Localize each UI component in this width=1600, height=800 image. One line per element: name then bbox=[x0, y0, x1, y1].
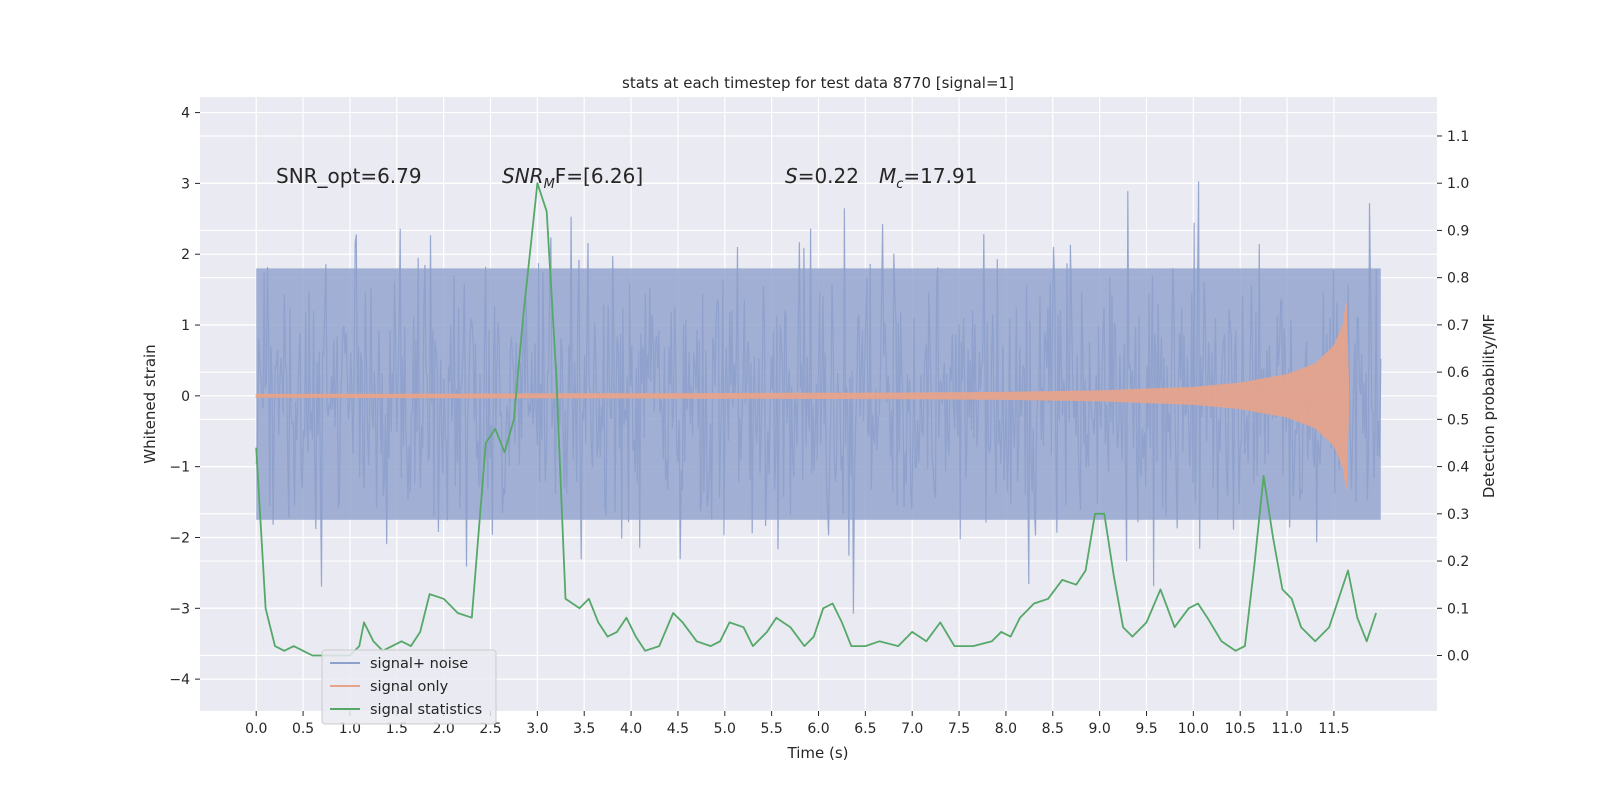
y-tick-label: −2 bbox=[169, 530, 190, 546]
x-tick-label: 8.5 bbox=[1042, 721, 1064, 737]
x-axis-ticks: 0.0 0.5 1.0 1.5 2.0 2.5 3.0 3.5 4.0 4.5 5.0 5.5 6.0 6… bbox=[245, 711, 1350, 737]
mc-subscript: c bbox=[896, 177, 903, 192]
legend: signal+ noise signal only signal statist… bbox=[321, 649, 497, 725]
y2-tick-label: 0.8 bbox=[1447, 271, 1469, 287]
x-tick-label: 9.5 bbox=[1135, 721, 1157, 737]
snr-mf-symbol: SNR bbox=[502, 164, 544, 188]
x-tick-label: 0.0 bbox=[245, 721, 267, 737]
y2-axis-ticks: 0.0 0.1 0.2 0.3 0.4 0.5 0.6 0.7 0.8 0.9 1.0 1.1 bbox=[1437, 129, 1469, 665]
s-symbol: S bbox=[785, 164, 798, 188]
series-signal-statistics bbox=[255, 182, 1377, 657]
y-tick-label: 3 bbox=[181, 176, 190, 192]
y2-tick-label: 0.5 bbox=[1447, 412, 1469, 428]
y-tick-label: −3 bbox=[169, 601, 190, 617]
mc-value: =17.91 bbox=[903, 164, 977, 188]
x-tick-label: 10.5 bbox=[1225, 721, 1256, 737]
y-tick-label: 1 bbox=[181, 318, 190, 334]
y2-tick-label: 0.2 bbox=[1447, 554, 1469, 570]
x-tick-label: 1.0 bbox=[339, 721, 361, 737]
x-tick-label: 11.0 bbox=[1271, 721, 1302, 737]
y-tick-label: −4 bbox=[169, 672, 190, 688]
x-tick-label: 2.0 bbox=[433, 721, 455, 737]
x-tick-label: 3.0 bbox=[526, 721, 548, 737]
y2-tick-label: 1.1 bbox=[1447, 129, 1469, 145]
y2-tick-label: 0.9 bbox=[1447, 223, 1469, 239]
snr-mf-value: F=[6.26] bbox=[555, 164, 643, 188]
y2-tick-label: 0.6 bbox=[1447, 365, 1469, 381]
mc-symbol: M bbox=[879, 164, 896, 188]
x-tick-label: 9.0 bbox=[1089, 721, 1111, 737]
y-tick-label: 0 bbox=[181, 389, 190, 405]
x-tick-label: 0.5 bbox=[292, 721, 314, 737]
x-tick-label: 11.5 bbox=[1318, 721, 1349, 737]
x-tick-label: 10.0 bbox=[1178, 721, 1209, 737]
y2-tick-label: 0.4 bbox=[1447, 460, 1469, 476]
legend-box bbox=[321, 649, 497, 725]
annotation-snr-opt: SNR_opt=6.79 bbox=[276, 164, 422, 188]
annotation-snr-mf: SNRMF=[6.26] bbox=[502, 164, 643, 192]
y-axis-label: Whitened strain bbox=[141, 344, 159, 463]
x-tick-label: 5.0 bbox=[714, 721, 736, 737]
chart-title: stats at each timestep for test data 877… bbox=[622, 74, 1014, 92]
series-signal-only bbox=[255, 303, 1350, 489]
y2-tick-label: 0.3 bbox=[1447, 507, 1469, 523]
s-value: =0.22 bbox=[798, 164, 859, 188]
x-tick-label: 6.5 bbox=[854, 721, 876, 737]
x-tick-label: 4.5 bbox=[667, 721, 689, 737]
y2-tick-label: 0.1 bbox=[1447, 601, 1469, 617]
y-tick-label: 4 bbox=[181, 106, 190, 122]
x-tick-label: 3.5 bbox=[573, 721, 595, 737]
annotation-s: S=0.22 bbox=[785, 164, 859, 188]
y-axis-ticks: −4 −3 −2 −1 0 1 2 3 4 bbox=[169, 106, 200, 688]
x-tick-label: 4.0 bbox=[620, 721, 642, 737]
y-tick-label: 2 bbox=[181, 247, 190, 263]
x-axis-label: Time (s) bbox=[787, 744, 849, 762]
y-tick-label: −1 bbox=[169, 460, 190, 476]
x-tick-label: 5.5 bbox=[761, 721, 783, 737]
legend-label-signal-statistics: signal statistics bbox=[370, 702, 482, 718]
annotation-mc: Mc=17.91 bbox=[879, 164, 977, 192]
x-tick-label: 7.5 bbox=[948, 721, 970, 737]
y2-axis-label: Detection probability/MF bbox=[1480, 314, 1498, 498]
y2-tick-label: 0.7 bbox=[1447, 318, 1469, 334]
y2-tick-label: 1.0 bbox=[1447, 176, 1469, 192]
legend-label-signal-plus-noise: signal+ noise bbox=[370, 656, 468, 672]
y2-tick-label: 0.0 bbox=[1447, 649, 1469, 665]
x-tick-label: 1.5 bbox=[386, 721, 408, 737]
snr-mf-subscript: M bbox=[544, 177, 555, 192]
legend-label-signal-only: signal only bbox=[370, 679, 449, 695]
x-tick-label: 8.0 bbox=[995, 721, 1017, 737]
x-tick-label: 7.0 bbox=[901, 721, 923, 737]
x-tick-label: 6.0 bbox=[807, 721, 829, 737]
stats-line bbox=[255, 182, 1377, 657]
x-tick-label: 2.5 bbox=[479, 721, 501, 737]
